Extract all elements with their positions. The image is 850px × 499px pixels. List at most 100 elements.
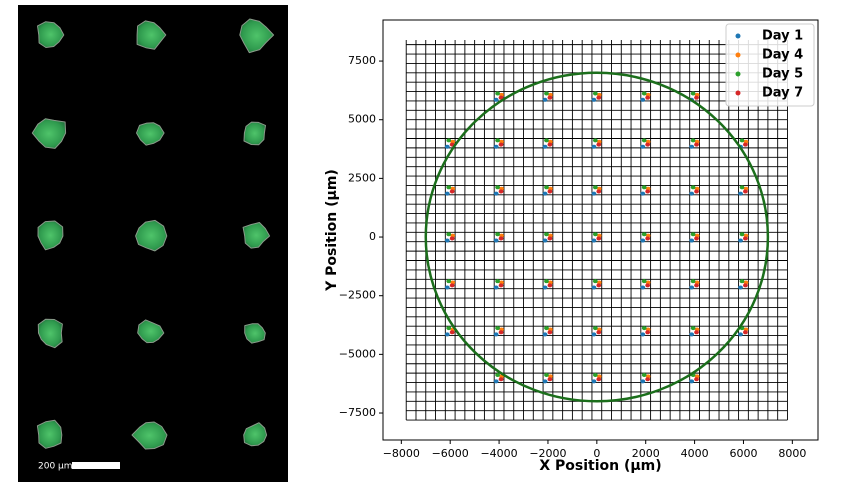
data-point — [547, 189, 553, 194]
data-point — [542, 238, 548, 243]
x-tick-label: −4000 — [480, 447, 517, 460]
x-tick-label: 4000 — [681, 447, 709, 460]
x-tick-label: 2000 — [632, 447, 660, 460]
data-point — [493, 97, 499, 102]
y-tick-label: 5000 — [348, 113, 376, 126]
data-point — [449, 189, 455, 194]
data-point — [498, 377, 504, 382]
cell-aggregate — [243, 121, 266, 146]
data-point — [739, 279, 745, 284]
y-tick-label: 2500 — [348, 171, 376, 184]
data-point — [493, 379, 499, 384]
x-tick-label: −2000 — [529, 447, 566, 460]
x-axis-label: X Position (µm) — [539, 458, 661, 474]
y-tick-label: −7500 — [339, 406, 376, 419]
legend-marker — [735, 90, 741, 96]
cell-aggregate — [239, 18, 275, 54]
data-point — [596, 330, 602, 335]
data-point — [495, 138, 501, 143]
x-tick-label: 0 — [593, 447, 600, 460]
data-point — [689, 144, 695, 149]
data-point — [542, 144, 548, 149]
data-point — [446, 279, 452, 284]
legend-label: Day 4 — [762, 48, 803, 63]
data-point — [645, 95, 651, 100]
data-point — [743, 189, 748, 194]
data-point — [694, 377, 699, 382]
data-point — [694, 330, 699, 335]
data-point — [690, 326, 696, 331]
data-point — [641, 373, 647, 378]
legend-box — [725, 23, 815, 107]
data-point — [493, 191, 499, 196]
data-point — [738, 191, 743, 196]
legend-label: Day 1 — [762, 29, 803, 44]
data-point — [542, 285, 548, 290]
y-axis-label: Y Position (µm) — [324, 169, 340, 292]
data-point — [544, 373, 549, 378]
legend-label: Day 7 — [762, 86, 803, 101]
data-point — [592, 279, 598, 284]
data-point — [596, 189, 602, 194]
data-point — [640, 332, 646, 337]
legend-marker — [735, 71, 741, 77]
data-point — [591, 379, 597, 384]
data-point — [449, 236, 455, 241]
y-tick-label: −5000 — [339, 347, 376, 360]
data-point — [444, 238, 450, 243]
data-point — [738, 238, 743, 243]
data-point — [449, 283, 455, 288]
cell-aggregate — [135, 219, 168, 252]
data-point — [446, 232, 452, 237]
data-point — [739, 232, 745, 237]
y-tick-label: −2500 — [339, 289, 376, 302]
y-tick-label: 7500 — [348, 54, 376, 67]
data-point — [498, 330, 504, 335]
data-point — [592, 138, 598, 143]
data-point — [592, 232, 598, 237]
data-point — [596, 95, 602, 100]
data-point — [591, 144, 597, 149]
data-point — [592, 185, 598, 190]
cell-aggregate — [243, 422, 268, 447]
cell-aggregate — [37, 318, 63, 349]
data-point — [592, 373, 598, 378]
data-point — [547, 283, 553, 288]
data-point — [694, 142, 699, 147]
data-point — [547, 95, 553, 100]
data-point — [498, 142, 504, 147]
data-point — [640, 144, 646, 149]
data-point — [544, 185, 549, 190]
data-point — [596, 283, 602, 288]
data-point — [743, 236, 748, 241]
data-point — [694, 95, 699, 100]
data-point — [542, 332, 548, 337]
chart: −8000 −6000 −4000 −2000 0 2000 4000 6000 8000 −75… — [324, 19, 819, 474]
data-point — [591, 285, 597, 290]
legend-label: Day 5 — [762, 67, 803, 82]
data-point — [547, 330, 553, 335]
data-point — [547, 236, 553, 241]
data-point — [446, 326, 452, 331]
data-point — [641, 326, 647, 331]
data-point — [645, 236, 651, 241]
data-point — [641, 279, 647, 284]
data-point — [694, 283, 699, 288]
scale-bar-label: 200 µm — [38, 462, 73, 472]
data-point — [596, 377, 602, 382]
data-point — [596, 142, 602, 147]
data-point — [444, 144, 450, 149]
data-point — [690, 138, 696, 143]
data-point — [498, 236, 504, 241]
cell-aggregate — [31, 118, 67, 149]
legend-marker — [735, 52, 741, 58]
data-point — [645, 189, 651, 194]
data-point — [592, 91, 598, 96]
data-point — [739, 185, 745, 190]
data-point — [640, 285, 646, 290]
x-tick-label: −6000 — [432, 447, 469, 460]
data-point — [544, 232, 549, 237]
cell-aggregate — [242, 222, 271, 249]
data-point — [738, 332, 743, 337]
